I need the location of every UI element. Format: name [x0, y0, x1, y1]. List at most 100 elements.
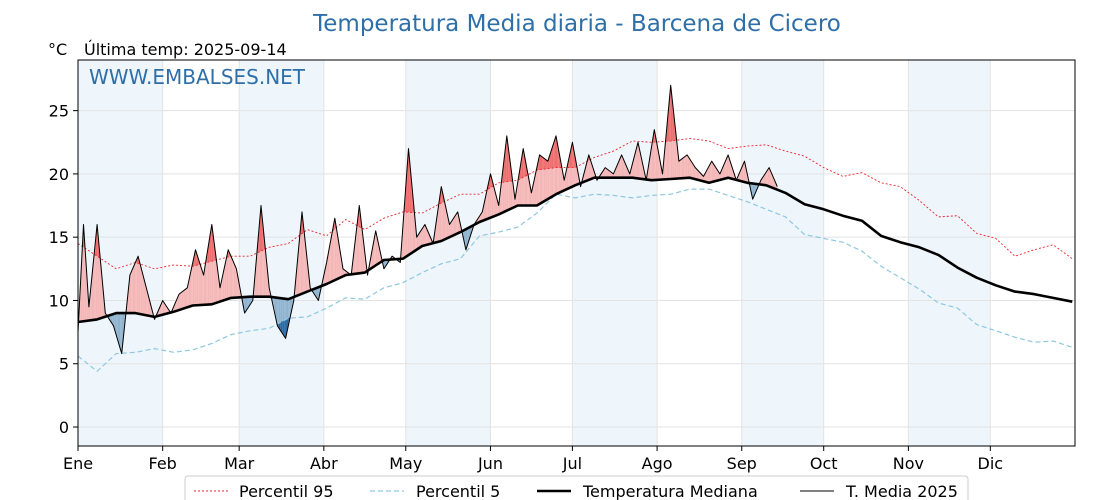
fill-above-p95	[569, 148, 572, 168]
fill-above-median	[222, 268, 225, 301]
fill-above-median	[416, 235, 419, 250]
fill-above-median	[438, 196, 440, 242]
fill-above-p95	[553, 140, 555, 168]
y-tick-label: 10	[49, 291, 69, 310]
fill-above-p95	[524, 155, 526, 177]
fill-above-median	[687, 154, 689, 178]
series-lines	[77, 84, 1073, 373]
fill-above-median	[620, 154, 622, 178]
fill-above-p95	[259, 205, 262, 252]
fill-above-median	[766, 169, 768, 186]
fill-below-median	[317, 287, 319, 301]
fill-above-median	[418, 232, 420, 249]
y-tick-label: 25	[49, 102, 69, 121]
unit-label: °C	[48, 40, 67, 59]
fill-above-p95	[196, 254, 199, 266]
fill-below-median	[120, 313, 122, 354]
fill-below-median	[469, 226, 472, 238]
fill-above-median	[699, 172, 701, 181]
fill-above-median	[424, 224, 427, 246]
fill-above-median	[719, 170, 722, 180]
y-tick-label: 15	[49, 228, 69, 247]
fill-above-median	[696, 169, 699, 180]
fill-above-median	[770, 170, 772, 188]
fill-above-median	[162, 300, 165, 315]
fill-above-median	[184, 288, 186, 309]
fill-above-median	[546, 160, 548, 200]
fill-above-median	[659, 159, 662, 180]
fill-above-median	[403, 205, 405, 259]
fill-above-median	[486, 186, 488, 220]
fill-above-median	[452, 218, 454, 236]
series-line-p95	[77, 138, 1073, 270]
fill-below-median	[248, 296, 251, 307]
fill-above-median	[146, 287, 148, 316]
fill-below-median	[277, 297, 279, 328]
fill-below-median	[755, 183, 757, 193]
series-line-p5	[77, 188, 1073, 373]
fill-above-median	[534, 173, 536, 206]
fill-above-median	[177, 294, 180, 311]
fill-above-median	[590, 159, 592, 180]
fill-above-median	[706, 168, 708, 183]
fill-above-median	[711, 161, 714, 183]
fill-above-median	[767, 167, 770, 187]
fill-above-median	[129, 271, 132, 314]
fill-above-median	[426, 227, 428, 245]
fill-above-median	[681, 158, 684, 179]
fill-above-median	[657, 144, 659, 180]
fill-above-median	[423, 224, 425, 246]
legend-label-p5: Percentil 5	[416, 482, 500, 500]
fill-above-median	[493, 184, 495, 217]
fill-above-median	[135, 259, 137, 314]
fill-above-median	[224, 262, 226, 301]
fill-above-median	[530, 185, 532, 206]
fill-above-median	[663, 144, 666, 180]
legend-label-median: Temperatura Mediana	[582, 482, 758, 500]
fill-above-median	[374, 230, 376, 267]
fill-above-median	[98, 239, 100, 319]
fill-above-median	[235, 265, 237, 298]
series-line-median	[77, 176, 1073, 324]
month-band	[239, 60, 324, 446]
fill-above-median	[564, 173, 566, 191]
fill-above-median	[444, 199, 446, 240]
fill-above-median	[487, 180, 490, 219]
fill-above-median	[334, 218, 337, 281]
fill-above-median	[764, 171, 767, 186]
fill-above-median	[714, 165, 716, 182]
fill-above-median	[692, 163, 694, 179]
fill-above-median	[688, 157, 690, 178]
fill-above-median	[617, 161, 619, 178]
chart-title: Temperatura Media diaria - Barcena de Ci…	[312, 11, 841, 37]
fill-above-median	[413, 207, 416, 252]
fill-above-p95	[668, 100, 670, 142]
fill-above-median	[605, 167, 607, 178]
fill-above-p95	[550, 148, 552, 169]
fill-above-median	[363, 240, 365, 273]
fill-above-median	[631, 163, 633, 178]
fill-above-median	[144, 282, 147, 316]
y-axis: 0 5 10 15 20 25	[49, 102, 78, 437]
fill-above-median	[717, 169, 719, 181]
month-bands	[78, 60, 991, 446]
fill-above-p95	[545, 159, 547, 170]
fill-above-median	[138, 256, 140, 314]
fill-above-median	[743, 161, 745, 183]
fill-above-median	[621, 154, 623, 178]
fill-below-median	[116, 313, 118, 340]
fill-above-median	[233, 262, 236, 298]
fill-above-p95	[207, 241, 210, 263]
fill-above-p95	[504, 147, 506, 183]
fill-below-p5	[280, 321, 282, 333]
fill-above-median	[726, 154, 729, 179]
fill-above-median	[158, 306, 160, 316]
fill-above-median	[633, 152, 636, 179]
fill-above-median	[700, 173, 703, 181]
fill-above-median	[684, 155, 686, 179]
month-band	[572, 60, 658, 446]
fill-above-median	[545, 159, 547, 201]
fill-above-median	[535, 167, 537, 206]
fill-above-median	[536, 161, 539, 206]
